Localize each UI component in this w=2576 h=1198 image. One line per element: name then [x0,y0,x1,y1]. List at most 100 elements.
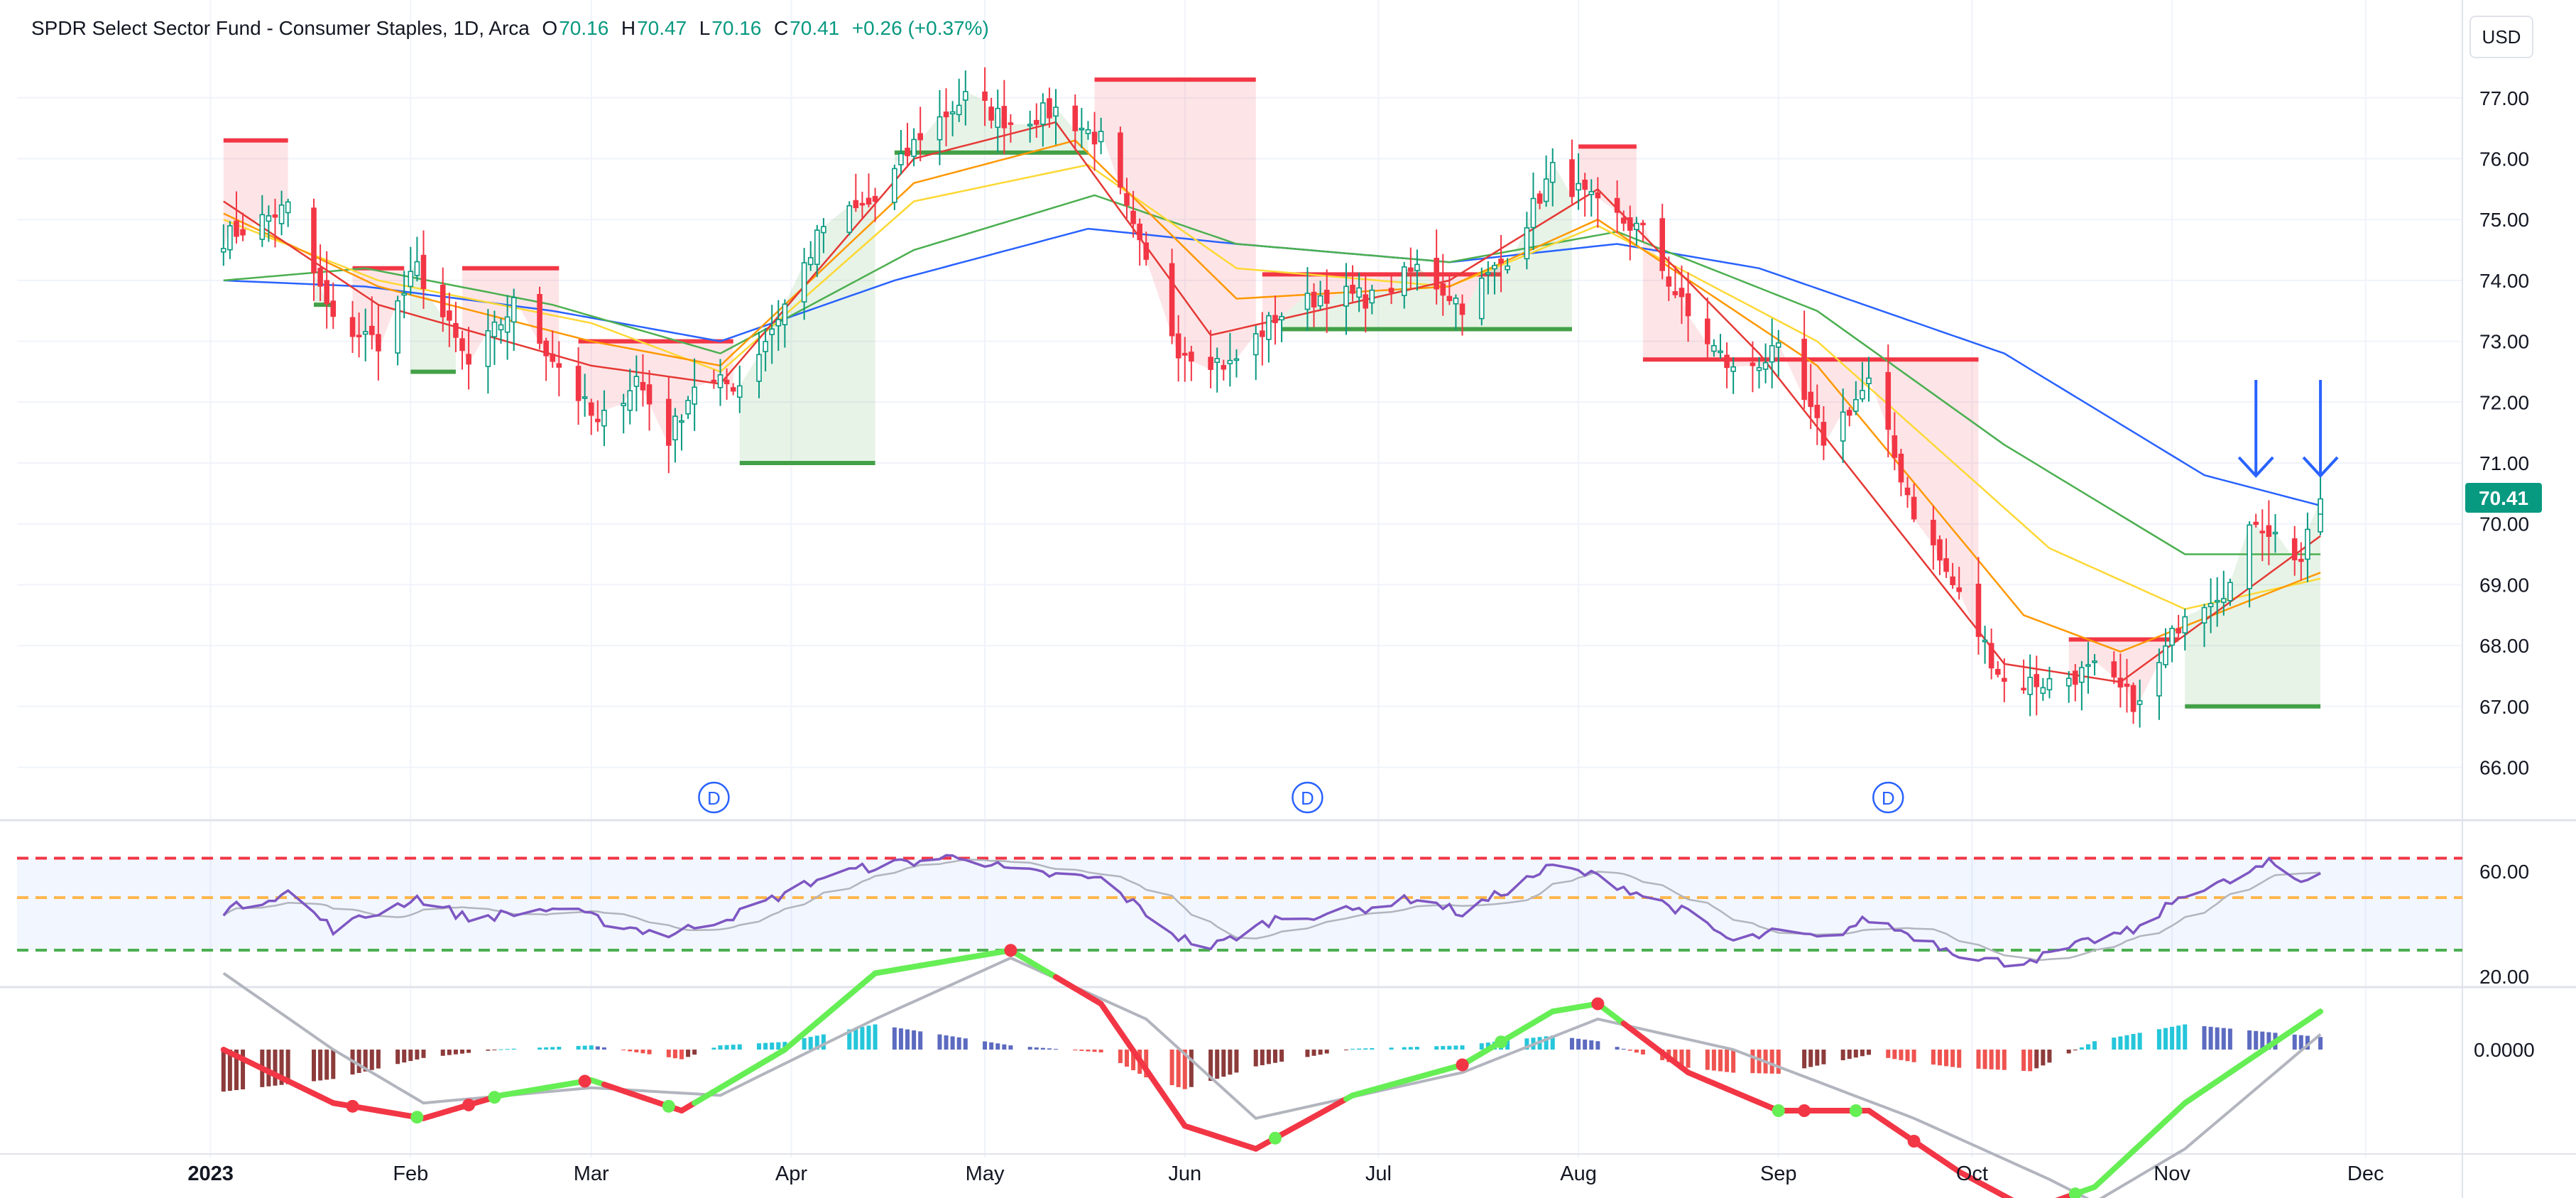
macd-histogram-bar [2118,1036,2123,1050]
macd-histogram-bar [1621,1048,1626,1050]
macd-histogram-bar [1131,1050,1136,1071]
candle-body [1408,267,1414,272]
macd-histogram-bar [2131,1034,2136,1050]
macd-histogram-bar [1279,1050,1284,1062]
candle-body [2092,660,2097,663]
macd-histogram-bar [1808,1050,1813,1067]
close-label: C [773,17,789,39]
macd-histogram-bar [1989,1050,1994,1069]
candle-body [1640,222,1646,226]
candle-body [582,396,588,399]
candle-body [872,195,878,202]
candle-body [621,403,626,406]
macd-histogram-bar [1950,1050,1955,1067]
candle-body [775,319,782,327]
macd-histogram-bar [1054,1049,1059,1050]
candle-body [1033,119,1039,125]
macd-histogram-bar [2298,1035,2303,1050]
macd-line-segment [1053,974,1079,991]
macd-histogram-bar [1569,1038,1574,1050]
candle-body [1769,345,1775,363]
macd-histogram-bar [1886,1050,1891,1058]
candle-body [1685,293,1691,317]
price-tick-label: 72.00 [2479,391,2529,413]
candle-body [763,341,768,352]
candle-body [2002,677,2007,682]
candle-body [898,153,904,165]
macd-cross-dot [1456,1058,1469,1072]
macd-line-segment [1639,1035,1666,1056]
macd-histogram-bar [227,1050,232,1091]
macd-histogram-bar [1673,1050,1678,1064]
price-tick-label: 76.00 [2479,148,2529,170]
rsi-signal-line [223,859,2321,962]
macd-line-segment [375,1108,401,1117]
candle-body [1724,354,1730,369]
candle-body [2201,606,2207,623]
dividend-label: D [707,788,721,809]
symbol-title[interactable]: SPDR Select Sector Fund - Consumer Stapl… [31,17,530,39]
open-label: O [542,17,558,39]
candle-body [2227,582,2233,601]
macd-histogram-bar [1853,1050,1858,1058]
currency-button[interactable]: USD [2469,16,2533,58]
candle-body [995,107,1001,129]
macd-histogram-bar [1860,1050,1865,1057]
candle-body [1317,295,1324,307]
candle-body [892,168,897,203]
macd-histogram-bar [324,1050,329,1080]
candle-body [1750,362,1756,366]
candle-body [317,268,323,287]
close-value: 70.41 [790,17,840,39]
macd-histogram-bar [1757,1050,1762,1074]
macd-line-segment [240,1056,266,1072]
last-price-label: 70.41 [2479,487,2528,509]
candle-body [692,386,697,405]
candle-body [2111,661,2117,677]
macd-histogram-bar [711,1047,716,1050]
macd-cross-dot [1268,1131,1282,1145]
candle-body [1627,217,1633,231]
macd-histogram-bar [2085,1044,2090,1050]
macd-histogram-bar [1008,1045,1013,1050]
candle-body [466,354,471,365]
candle-body [1124,193,1130,206]
candle-body [2130,685,2136,712]
macd-line-segment [872,966,897,976]
candle-body [401,293,408,296]
macd-histogram-bar [1402,1047,1407,1050]
time-tick-label: May [966,1162,1005,1185]
time-tick-label: Dec [2347,1162,2384,1185]
macd-histogram-bar [1615,1047,1620,1050]
macd-histogram-bar [821,1034,826,1050]
macd-histogram-bar [447,1050,452,1055]
candle-body [1762,361,1769,370]
stop-fill-green [314,272,334,317]
macd-histogram-bar [2305,1035,2310,1050]
candle-body [2169,628,2175,646]
macd-histogram-bar [1266,1050,1271,1064]
candle-body [1582,179,1588,190]
candle-body [1350,285,1355,294]
macd-histogram-bar [2021,1050,2026,1071]
macd-histogram-bar [1311,1050,1316,1056]
macd-line-segment [1956,1169,1982,1185]
candle-body [1530,197,1537,229]
stop-fill-red [1642,223,1979,637]
candle-body [956,104,962,116]
macd-histogram-bar [944,1035,949,1050]
macd-histogram-bar [724,1045,729,1050]
macd-signal-line [222,956,2322,1198]
macd-histogram-bar [537,1047,542,1050]
macd-histogram-bar [2163,1028,2168,1050]
candle-body [2305,528,2310,560]
macd-histogram-bar [1731,1050,1736,1073]
candle-body [736,385,743,398]
macd-histogram-bar [595,1046,600,1050]
stop-fill-green [739,201,875,463]
macd-histogram-bar [2176,1025,2181,1050]
macd-histogram-bar [802,1038,807,1050]
candle-body [601,410,607,427]
candle-body [1705,318,1710,344]
